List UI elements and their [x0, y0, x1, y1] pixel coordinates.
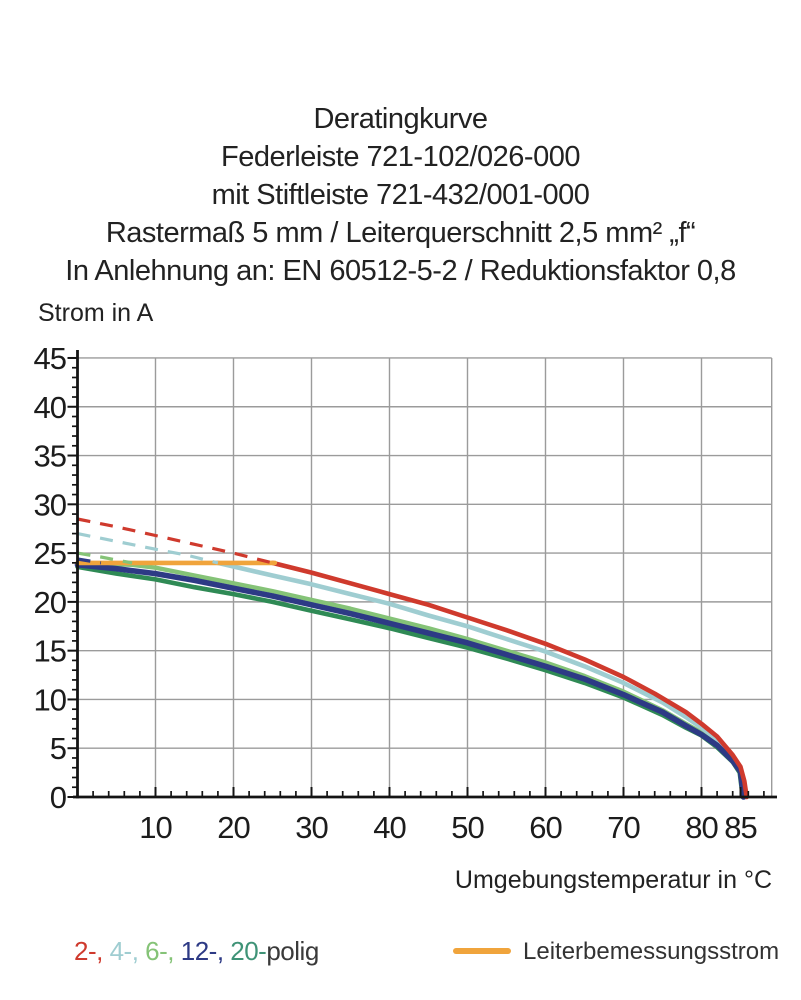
y-axis-title: Strom in A — [38, 299, 154, 327]
x-tick-label: 30 — [295, 810, 328, 845]
x-tick-label: 20 — [217, 810, 250, 845]
curve-dashed-4-polig — [77, 532, 219, 565]
title-line-5: In Anlehnung an: EN 60512-5-2 / Reduktio… — [65, 255, 736, 287]
y-tick-label: 35 — [34, 439, 66, 474]
y-tick-label: 5 — [50, 731, 66, 766]
x-tick-label: 70 — [607, 810, 640, 845]
curve-dashed-12-polig — [77, 557, 102, 565]
legend-pole-12: 12-, — [180, 936, 231, 966]
y-tick-label: 10 — [34, 682, 67, 717]
legend-pole-polig: polig — [266, 936, 319, 966]
legend-poles: 2-, 4-, 6-, 12-, 20-polig — [74, 936, 319, 967]
rated-current-line-swatch — [453, 947, 511, 954]
curve-2-polig — [270, 560, 750, 800]
y-tick-label: 30 — [34, 487, 67, 522]
title-line-2: Federleiste 721-102/026-000 — [221, 141, 580, 173]
y-tick-label: 20 — [34, 585, 67, 620]
y-tick-label: 40 — [34, 390, 67, 425]
title-line-3: mit Stiftleiste 721-432/001-000 — [211, 179, 590, 211]
legend-pole-6: 6-, — [145, 936, 181, 966]
x-tick-label: 85 — [724, 810, 756, 845]
x-tick-label: 10 — [139, 810, 172, 845]
legend-pole-20: 20- — [230, 936, 267, 966]
chart-title-block: Deratingkurve Federleiste 721-102/026-00… — [0, 100, 801, 290]
x-tick-label: 40 — [373, 810, 406, 845]
y-tick-label: 45 — [34, 341, 66, 376]
y-tick-label: 25 — [34, 536, 66, 571]
legend-pole-4: 4-, — [109, 936, 146, 966]
curve-dashed-6-polig — [77, 551, 133, 565]
title-line-4: Rastermaß 5 mm / Leiterquerschnitt 2,5 m… — [105, 217, 696, 249]
y-tick-label: 0 — [50, 780, 67, 815]
x-axis-title: Umgebungstemperatur in °C — [454, 866, 772, 894]
title-line-1: Deratingkurve — [313, 103, 488, 135]
y-tick-label: 15 — [34, 634, 66, 669]
curve-12-polig — [74, 561, 747, 800]
legend-pole-2: 2-, — [74, 936, 110, 966]
curve-dashed-2-polig — [77, 517, 273, 565]
x-tick-label: 50 — [451, 810, 484, 845]
legend-rated: Leiterbemessungsstrom — [453, 938, 779, 966]
rated-current-label: Leiterbemessungsstrom — [523, 938, 780, 965]
x-tick-label: 80 — [685, 810, 718, 845]
x-tick-label: 60 — [529, 810, 562, 845]
